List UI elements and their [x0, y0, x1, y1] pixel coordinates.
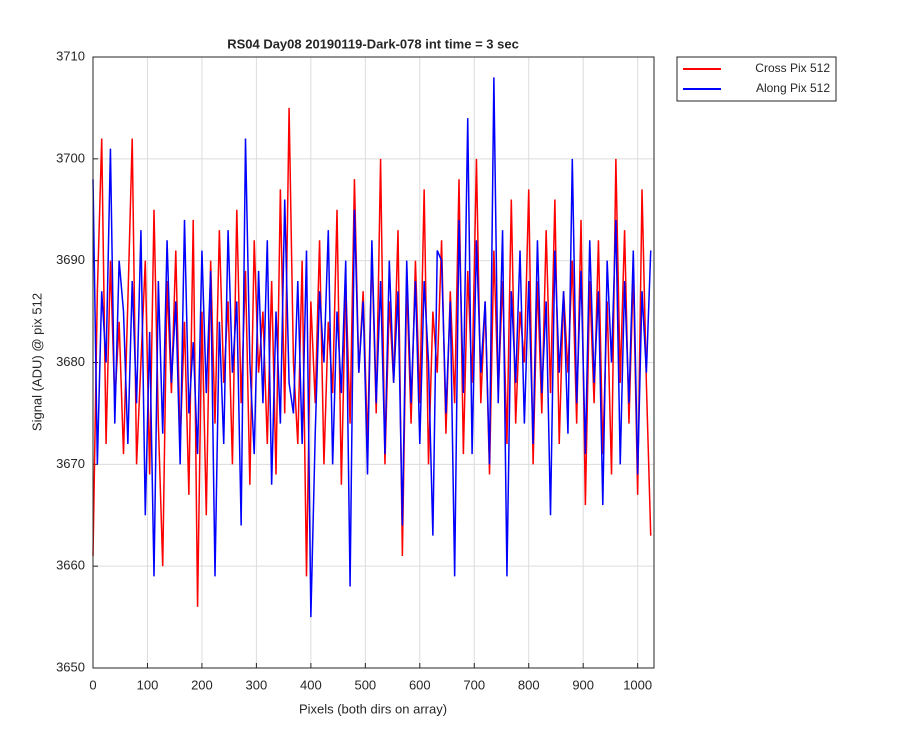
y-tick-label: 3660: [56, 558, 85, 573]
legend-box: [676, 56, 837, 102]
x-tick-label: 400: [300, 677, 322, 692]
x-axis-label: Pixels (both dirs on array): [299, 701, 447, 716]
y-tick-label: 3670: [56, 456, 85, 471]
x-tick-label: 800: [518, 677, 540, 692]
y-axis-label: Signal (ADU) @ pix 512: [29, 293, 44, 431]
legend-label: Along Pix 512: [756, 81, 830, 95]
x-tick-label: 100: [137, 677, 159, 692]
plot-frame: [92, 56, 655, 669]
y-tick-label: 3650: [56, 659, 85, 674]
x-tick-label: 1000: [623, 677, 652, 692]
series-line: [92, 77, 652, 618]
x-tick-label: 500: [354, 677, 376, 692]
legend-label: Cross Pix 512: [755, 61, 830, 75]
x-tick-label: 600: [409, 677, 431, 692]
x-tick-label: 700: [463, 677, 485, 692]
chart-title: RS04 Day08 20190119-Dark-078 int time = …: [227, 36, 519, 51]
x-tick-label: 900: [572, 677, 594, 692]
x-tick-label: 200: [191, 677, 213, 692]
x-tick-label: 300: [246, 677, 268, 692]
x-tick-label: 0: [89, 677, 96, 692]
y-tick-label: 3690: [56, 252, 85, 267]
y-tick-label: 3710: [56, 48, 85, 63]
y-tick-label: 3680: [56, 354, 85, 369]
y-tick-label: 3700: [56, 150, 85, 165]
